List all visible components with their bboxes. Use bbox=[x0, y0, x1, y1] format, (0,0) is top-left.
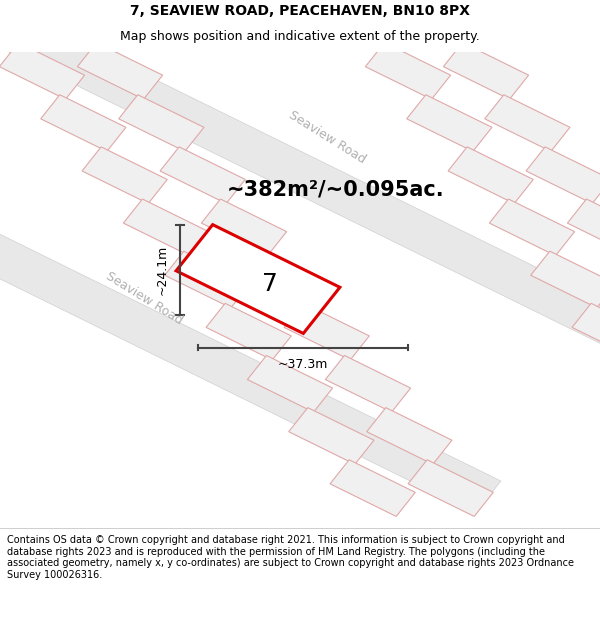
Polygon shape bbox=[325, 356, 410, 412]
Polygon shape bbox=[119, 95, 204, 151]
Text: 7, SEAVIEW ROAD, PEACEHAVEN, BN10 8PX: 7, SEAVIEW ROAD, PEACEHAVEN, BN10 8PX bbox=[130, 4, 470, 19]
Text: Seaview Road: Seaview Road bbox=[286, 108, 368, 166]
Polygon shape bbox=[448, 147, 533, 204]
Polygon shape bbox=[443, 42, 529, 99]
Text: Seaview Road: Seaview Road bbox=[103, 269, 185, 327]
Polygon shape bbox=[572, 303, 600, 360]
Polygon shape bbox=[77, 42, 163, 99]
Polygon shape bbox=[408, 460, 493, 516]
Polygon shape bbox=[124, 199, 209, 256]
Text: ~24.1m: ~24.1m bbox=[155, 244, 169, 295]
Polygon shape bbox=[41, 95, 126, 151]
Polygon shape bbox=[490, 199, 575, 256]
Polygon shape bbox=[247, 356, 332, 412]
Polygon shape bbox=[531, 251, 600, 308]
Polygon shape bbox=[365, 42, 451, 99]
Polygon shape bbox=[485, 95, 570, 151]
Polygon shape bbox=[526, 147, 600, 204]
Polygon shape bbox=[330, 460, 415, 516]
Polygon shape bbox=[568, 199, 600, 256]
Polygon shape bbox=[165, 251, 250, 308]
Text: Contains OS data © Crown copyright and database right 2021. This information is : Contains OS data © Crown copyright and d… bbox=[7, 535, 574, 580]
Polygon shape bbox=[202, 199, 287, 256]
Polygon shape bbox=[206, 303, 291, 360]
Polygon shape bbox=[0, 0, 600, 362]
Polygon shape bbox=[0, 130, 501, 513]
Text: ~382m²/~0.095ac.: ~382m²/~0.095ac. bbox=[227, 179, 445, 199]
Polygon shape bbox=[243, 251, 328, 308]
Polygon shape bbox=[0, 42, 85, 99]
Polygon shape bbox=[367, 408, 452, 464]
Polygon shape bbox=[289, 408, 374, 464]
Polygon shape bbox=[160, 147, 245, 204]
Polygon shape bbox=[284, 303, 369, 360]
Polygon shape bbox=[176, 224, 340, 333]
Polygon shape bbox=[407, 95, 492, 151]
Text: Map shows position and indicative extent of the property.: Map shows position and indicative extent… bbox=[120, 30, 480, 43]
Text: ~37.3m: ~37.3m bbox=[278, 357, 328, 371]
Polygon shape bbox=[82, 147, 167, 204]
Text: 7: 7 bbox=[262, 272, 278, 296]
